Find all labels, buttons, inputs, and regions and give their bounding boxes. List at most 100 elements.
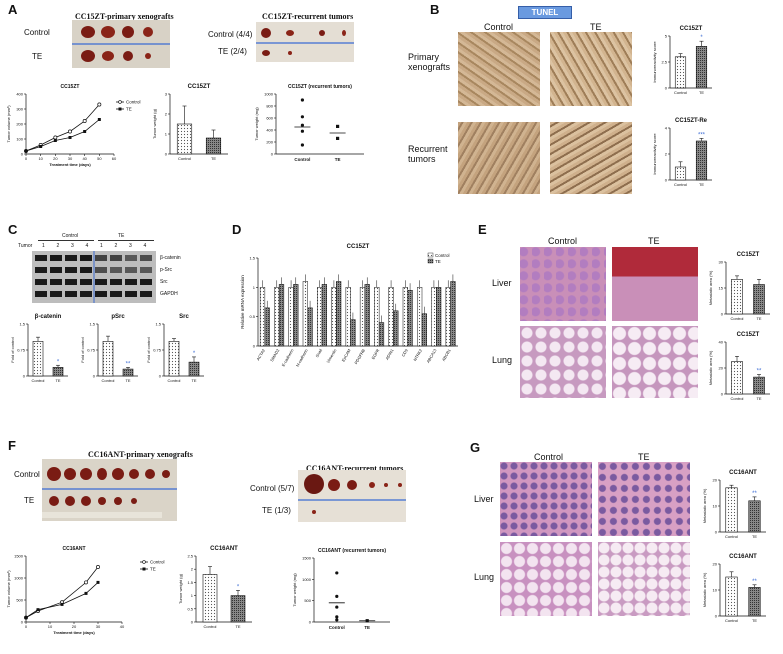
bar — [317, 287, 323, 347]
bar — [445, 287, 451, 347]
y-tick-label: 500 — [16, 598, 23, 603]
bar — [695, 46, 708, 89]
x-tick-label: TE — [235, 624, 240, 629]
bar — [321, 284, 327, 347]
bar — [278, 284, 285, 347]
c-chart-bcatenin: β-catenin Fold of control 0 0.75 1.5 Control T… — [10, 314, 68, 383]
x-tick-label: PDGFRB — [353, 348, 366, 365]
x-tick-label: TE — [699, 182, 704, 187]
series-line — [25, 119, 100, 152]
data-point — [300, 115, 304, 119]
x-tick-label: Control — [294, 157, 310, 162]
x-tick-label: TE — [756, 396, 761, 401]
panel-letter-f: F — [8, 438, 16, 453]
y-tick-label: 300 — [16, 107, 23, 112]
a-xenograft-tumors — [72, 26, 170, 62]
x-tick-label: Control — [731, 316, 744, 321]
bar — [188, 361, 200, 377]
g-micrograph-lung-control — [500, 542, 592, 616]
x-tick-label: Snail — [314, 348, 323, 358]
x-tick-label: EGFR — [370, 348, 380, 360]
blot-band — [140, 279, 152, 285]
y-tick-label: 10 — [713, 588, 718, 593]
y-axis-label: Fold of control — [10, 337, 15, 362]
blot-band — [125, 291, 137, 297]
x-tick-label: 0 — [25, 156, 28, 161]
y-tick-label: 800 — [266, 104, 273, 109]
x-tick-label: Control — [674, 90, 687, 95]
blot-band — [140, 267, 152, 273]
lane-number: 2 — [56, 243, 60, 249]
y-tick-label: 1 — [253, 285, 256, 290]
y-tick-label: 1.5 — [155, 322, 161, 327]
chart-title: CC16ANT (recurrent tumors) — [318, 548, 386, 554]
x-tick-label: TE — [191, 378, 196, 383]
g-col-te: TE — [638, 452, 650, 462]
panel-letter-a: A — [8, 2, 18, 17]
x-axis-label: Treatment time (days) — [53, 630, 95, 635]
y-tick-label: 2 — [191, 567, 194, 572]
blot-band — [140, 291, 152, 297]
f-photo2-row-te: TE (1/3) — [262, 506, 291, 515]
y-tick-label: 2 — [165, 112, 168, 117]
legend-marker — [118, 100, 122, 104]
data-point — [300, 98, 304, 102]
blot-band — [125, 255, 137, 261]
blot-band — [50, 279, 62, 285]
y-tick-label: 200 — [266, 140, 273, 145]
x-tick-label: 20 — [72, 624, 77, 629]
y-tick-label: 0 — [665, 86, 668, 91]
blot-band — [35, 267, 47, 273]
e-micrograph-lung-te — [612, 326, 698, 398]
bar — [350, 319, 356, 347]
y-tick-label: 0 — [23, 374, 26, 379]
d-chart: CC15ZT Relative mRNA expression 0 0.5 1 1.5 AC… — [240, 244, 458, 367]
x-tick-label: 60 — [112, 156, 117, 161]
blot-band — [80, 267, 92, 273]
data-point — [335, 618, 339, 622]
f-recurrent-tumors — [298, 474, 406, 514]
bar — [364, 284, 370, 347]
x-tick-label: 20 — [53, 156, 58, 161]
y-axis-label: Fold of control — [80, 337, 85, 362]
b-chart-recurrent: CC15ZT-Re Immunoreactivity score 0 2 4 Contro… — [652, 118, 712, 187]
bar — [288, 287, 294, 347]
chart-title: CC16ANT — [729, 554, 757, 560]
panel-letter-b: B — [430, 2, 440, 17]
y-tick-label: 0 — [665, 178, 668, 183]
x-tick-label: 10 — [38, 156, 43, 161]
blot-band — [95, 279, 107, 285]
x-tick-label: TE — [752, 534, 757, 539]
y-tick-label: 1 — [191, 593, 194, 598]
y-tick-label: 100 — [16, 137, 23, 142]
y-tick-label: 1000 — [302, 577, 312, 582]
panel-letter-d: D — [232, 222, 242, 237]
bar — [52, 367, 64, 377]
x-tick-label: Control — [32, 378, 45, 383]
y-tick-label: 0 — [159, 374, 162, 379]
chart-title: pSrc — [111, 314, 125, 320]
x-tick-label: Control — [731, 396, 744, 401]
bar — [731, 361, 743, 395]
significance-stars: * — [193, 351, 196, 357]
blot-band — [65, 255, 77, 261]
a-xenograft-photo — [72, 20, 170, 68]
x-tick-label: 30 — [68, 156, 73, 161]
x-tick-label: ABCB1 — [441, 347, 452, 362]
chart-title: β-catenin — [35, 314, 62, 320]
bar — [331, 287, 337, 347]
a-bar-chart: CC15ZT Tumor weight (g) 0 1 2 3 Control TE — [152, 84, 228, 161]
y-axis-label: Tumor weight (mg) — [254, 107, 259, 141]
legend-label: TE — [150, 567, 156, 572]
data-point — [83, 130, 87, 133]
x-tick-label: N-cadherin — [295, 348, 309, 367]
x-tick-label: E-cadherin — [281, 348, 295, 367]
y-tick-label: 0 — [309, 620, 312, 625]
data-point — [300, 129, 304, 133]
bar — [176, 123, 193, 155]
y-tick-label: 0 — [253, 344, 256, 349]
f-bar-chart: CC16ANT Tumor weight (g) 0 0.5 1 1.5 2 2.5 Contr… — [178, 546, 252, 629]
x-tick-label: 40 — [120, 624, 125, 629]
panel-letter-g: G — [470, 440, 481, 455]
y-axis-label: Metastatic area (%) — [708, 270, 713, 305]
